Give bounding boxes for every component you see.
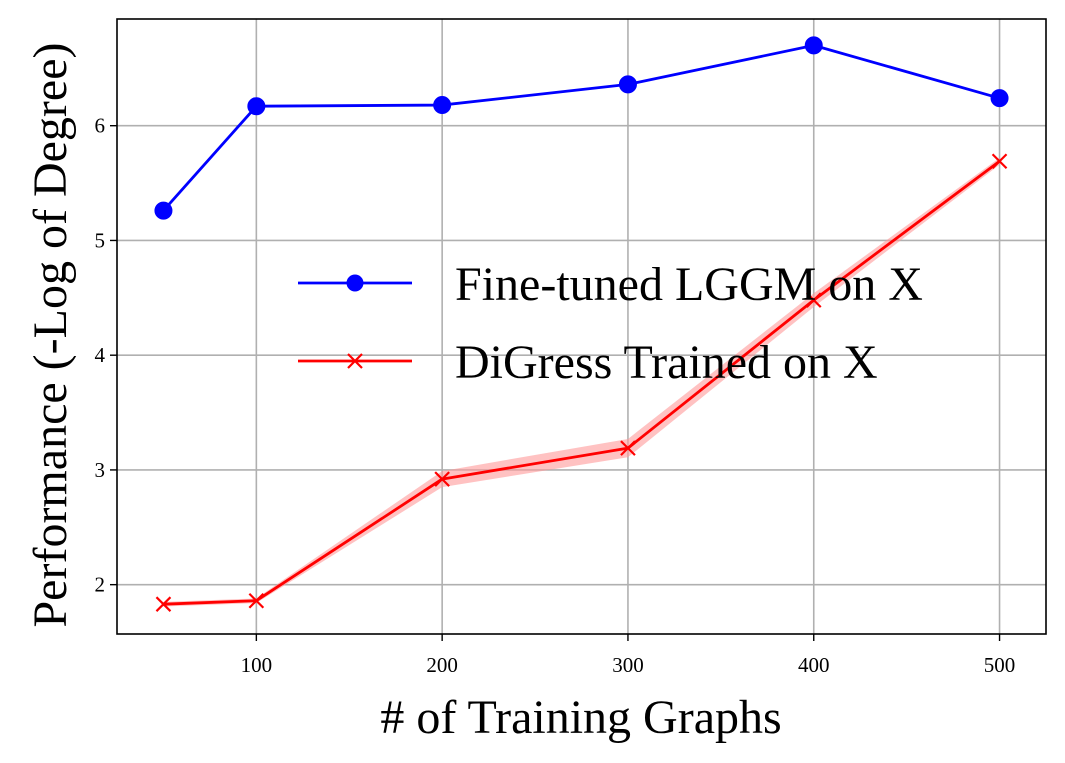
data-point [248, 592, 265, 609]
data-point [247, 97, 266, 116]
data-point [433, 96, 452, 115]
x-marker-stroke [991, 153, 1008, 170]
x-tick-label: 200 [426, 653, 458, 677]
data-point [154, 201, 173, 220]
x-tick-label: 100 [241, 653, 273, 677]
series-line [163, 160, 1001, 606]
x-marker-stroke [805, 292, 822, 308]
data-point [618, 75, 637, 94]
series-line [162, 43, 1000, 212]
data-point [434, 471, 450, 487]
y-tick-label: 5 [95, 228, 106, 252]
series-markers [154, 36, 1009, 612]
data-point [620, 440, 636, 456]
data-point [804, 36, 823, 55]
y-tick-label: 4 [95, 343, 106, 367]
legend-entry: DiGress Trained on X [298, 336, 878, 389]
legend-marker [347, 353, 363, 369]
x-tick-label: 300 [612, 653, 644, 677]
x-marker-stroke [620, 440, 636, 456]
legend-marker [346, 274, 364, 292]
x-marker-stroke [155, 596, 172, 612]
x-marker-stroke [434, 471, 450, 487]
legend-label: DiGress Trained on X [455, 336, 878, 389]
legend: Fine-tuned LGGM on X DiGress Trained on X [298, 258, 923, 389]
data-point [805, 292, 822, 308]
legend-entry: Fine-tuned LGGM on X [298, 258, 923, 311]
y-tick-label: 3 [95, 458, 106, 482]
x-tick-label: 400 [798, 653, 830, 677]
y-axis-title: Performance (-Log of Degree) [24, 42, 77, 627]
y-axis-ticks: 2 3 4 5 6 [95, 114, 117, 597]
series-lines [162, 43, 1001, 606]
legend-label: Fine-tuned LGGM on X [455, 258, 923, 311]
x-axis-ticks: 100 200 300 400 500 [241, 634, 1016, 677]
data-point [991, 153, 1008, 170]
x-axis-title: # of Training Graphs [380, 691, 781, 744]
data-point [990, 89, 1009, 108]
x-tick-label: 500 [984, 653, 1016, 677]
y-tick-label: 6 [95, 114, 106, 138]
data-point [155, 596, 172, 612]
x-marker-stroke [248, 592, 265, 609]
plot-frame [116, 18, 1047, 635]
y-tick-label: 2 [95, 573, 106, 597]
